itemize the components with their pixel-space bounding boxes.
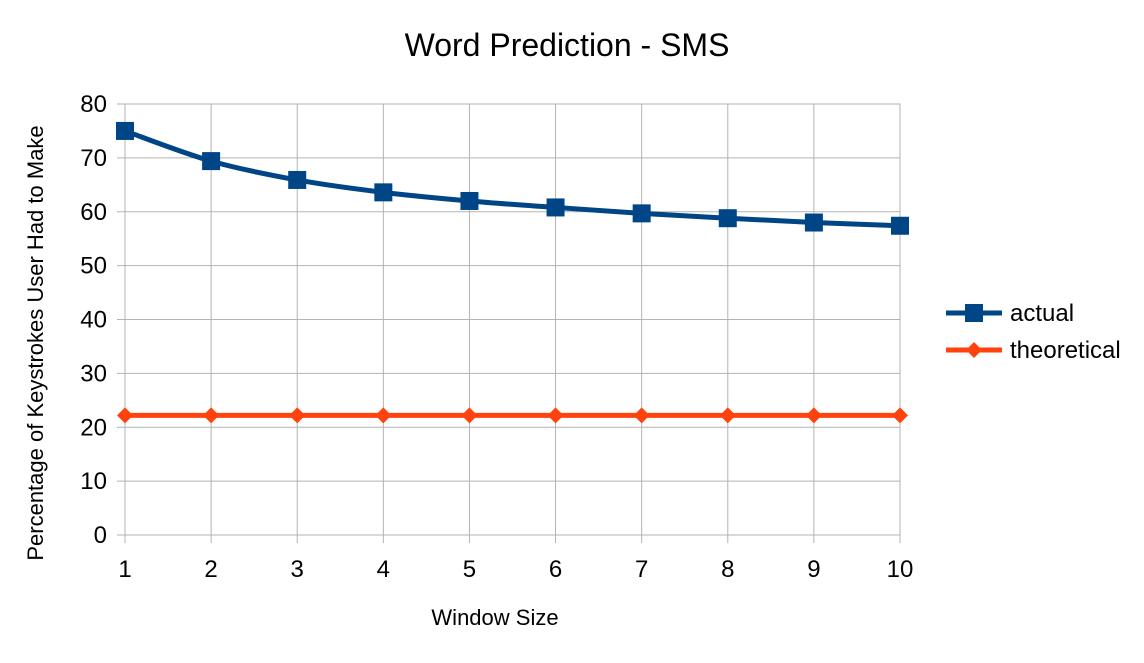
- legend: actual theoretical: [946, 300, 1121, 364]
- y-tick-labels: 0 10 20 30 40 50 60 70 80: [80, 91, 107, 549]
- y-tick-label: 10: [80, 468, 107, 495]
- x-tick-label: 2: [204, 556, 217, 583]
- legend-label: theoretical: [1010, 337, 1121, 364]
- series-theoretical: [117, 407, 908, 424]
- x-tick-label: 3: [291, 556, 304, 583]
- data-point-actual: [804, 213, 823, 232]
- data-point-theoretical: [719, 407, 736, 424]
- x-tick-label: 9: [807, 556, 820, 583]
- data-point-theoretical: [633, 407, 650, 424]
- legend-label: actual: [1010, 300, 1074, 327]
- y-tick-label: 60: [80, 199, 107, 226]
- x-tick-labels: 1 2 3 4 5 6 7 8 9 10: [118, 556, 913, 583]
- data-point-actual: [546, 198, 565, 217]
- data-point-actual: [891, 216, 909, 235]
- y-tick-label: 30: [80, 360, 107, 387]
- data-point-theoretical: [375, 407, 392, 424]
- x-tick-label: 1: [118, 556, 131, 583]
- y-tick-label: 70: [80, 145, 107, 172]
- y-tick-label: 0: [94, 522, 107, 549]
- x-axis-label: Window Size: [431, 605, 558, 630]
- data-point-theoretical: [805, 407, 822, 424]
- series: [116, 121, 909, 424]
- plot-frame: [124, 103, 901, 536]
- data-point-theoretical: [203, 407, 220, 424]
- data-point-actual: [632, 204, 651, 223]
- x-tick-label: 6: [549, 556, 562, 583]
- data-point-theoretical: [289, 407, 306, 424]
- data-point-theoretical: [117, 407, 133, 424]
- legend-swatch-marker: [965, 304, 983, 322]
- legend-item-theoretical: theoretical: [946, 337, 1121, 364]
- data-point-actual: [460, 191, 479, 210]
- data-point-actual: [374, 183, 393, 202]
- data-point-actual: [116, 121, 134, 140]
- y-tick-label: 50: [80, 253, 107, 280]
- axes: [124, 103, 901, 536]
- chart-title: Word Prediction - SMS: [405, 27, 730, 63]
- y-tick-label: 80: [80, 91, 107, 118]
- data-point-actual: [288, 170, 307, 189]
- x-tick-label: 4: [377, 556, 390, 583]
- x-tick-label: 8: [721, 556, 734, 583]
- data-point-actual: [718, 209, 737, 228]
- y-axis-label: Percentage of Keystrokes User Had to Mak…: [23, 125, 48, 560]
- y-tick-label: 40: [80, 307, 107, 334]
- legend-item-actual: actual: [946, 300, 1074, 327]
- x-tick-label: 10: [887, 556, 914, 583]
- grid: [117, 103, 901, 543]
- x-tick-label: 5: [463, 556, 476, 583]
- data-point-theoretical: [461, 407, 478, 424]
- data-point-theoretical: [892, 407, 908, 424]
- legend-swatch-marker: [966, 342, 982, 358]
- x-tick-label: 7: [635, 556, 648, 583]
- series-actual: [116, 121, 909, 235]
- data-point-actual: [202, 152, 221, 171]
- data-point-theoretical: [547, 407, 564, 424]
- series-line-actual: [122, 128, 903, 229]
- y-tick-label: 20: [80, 414, 107, 441]
